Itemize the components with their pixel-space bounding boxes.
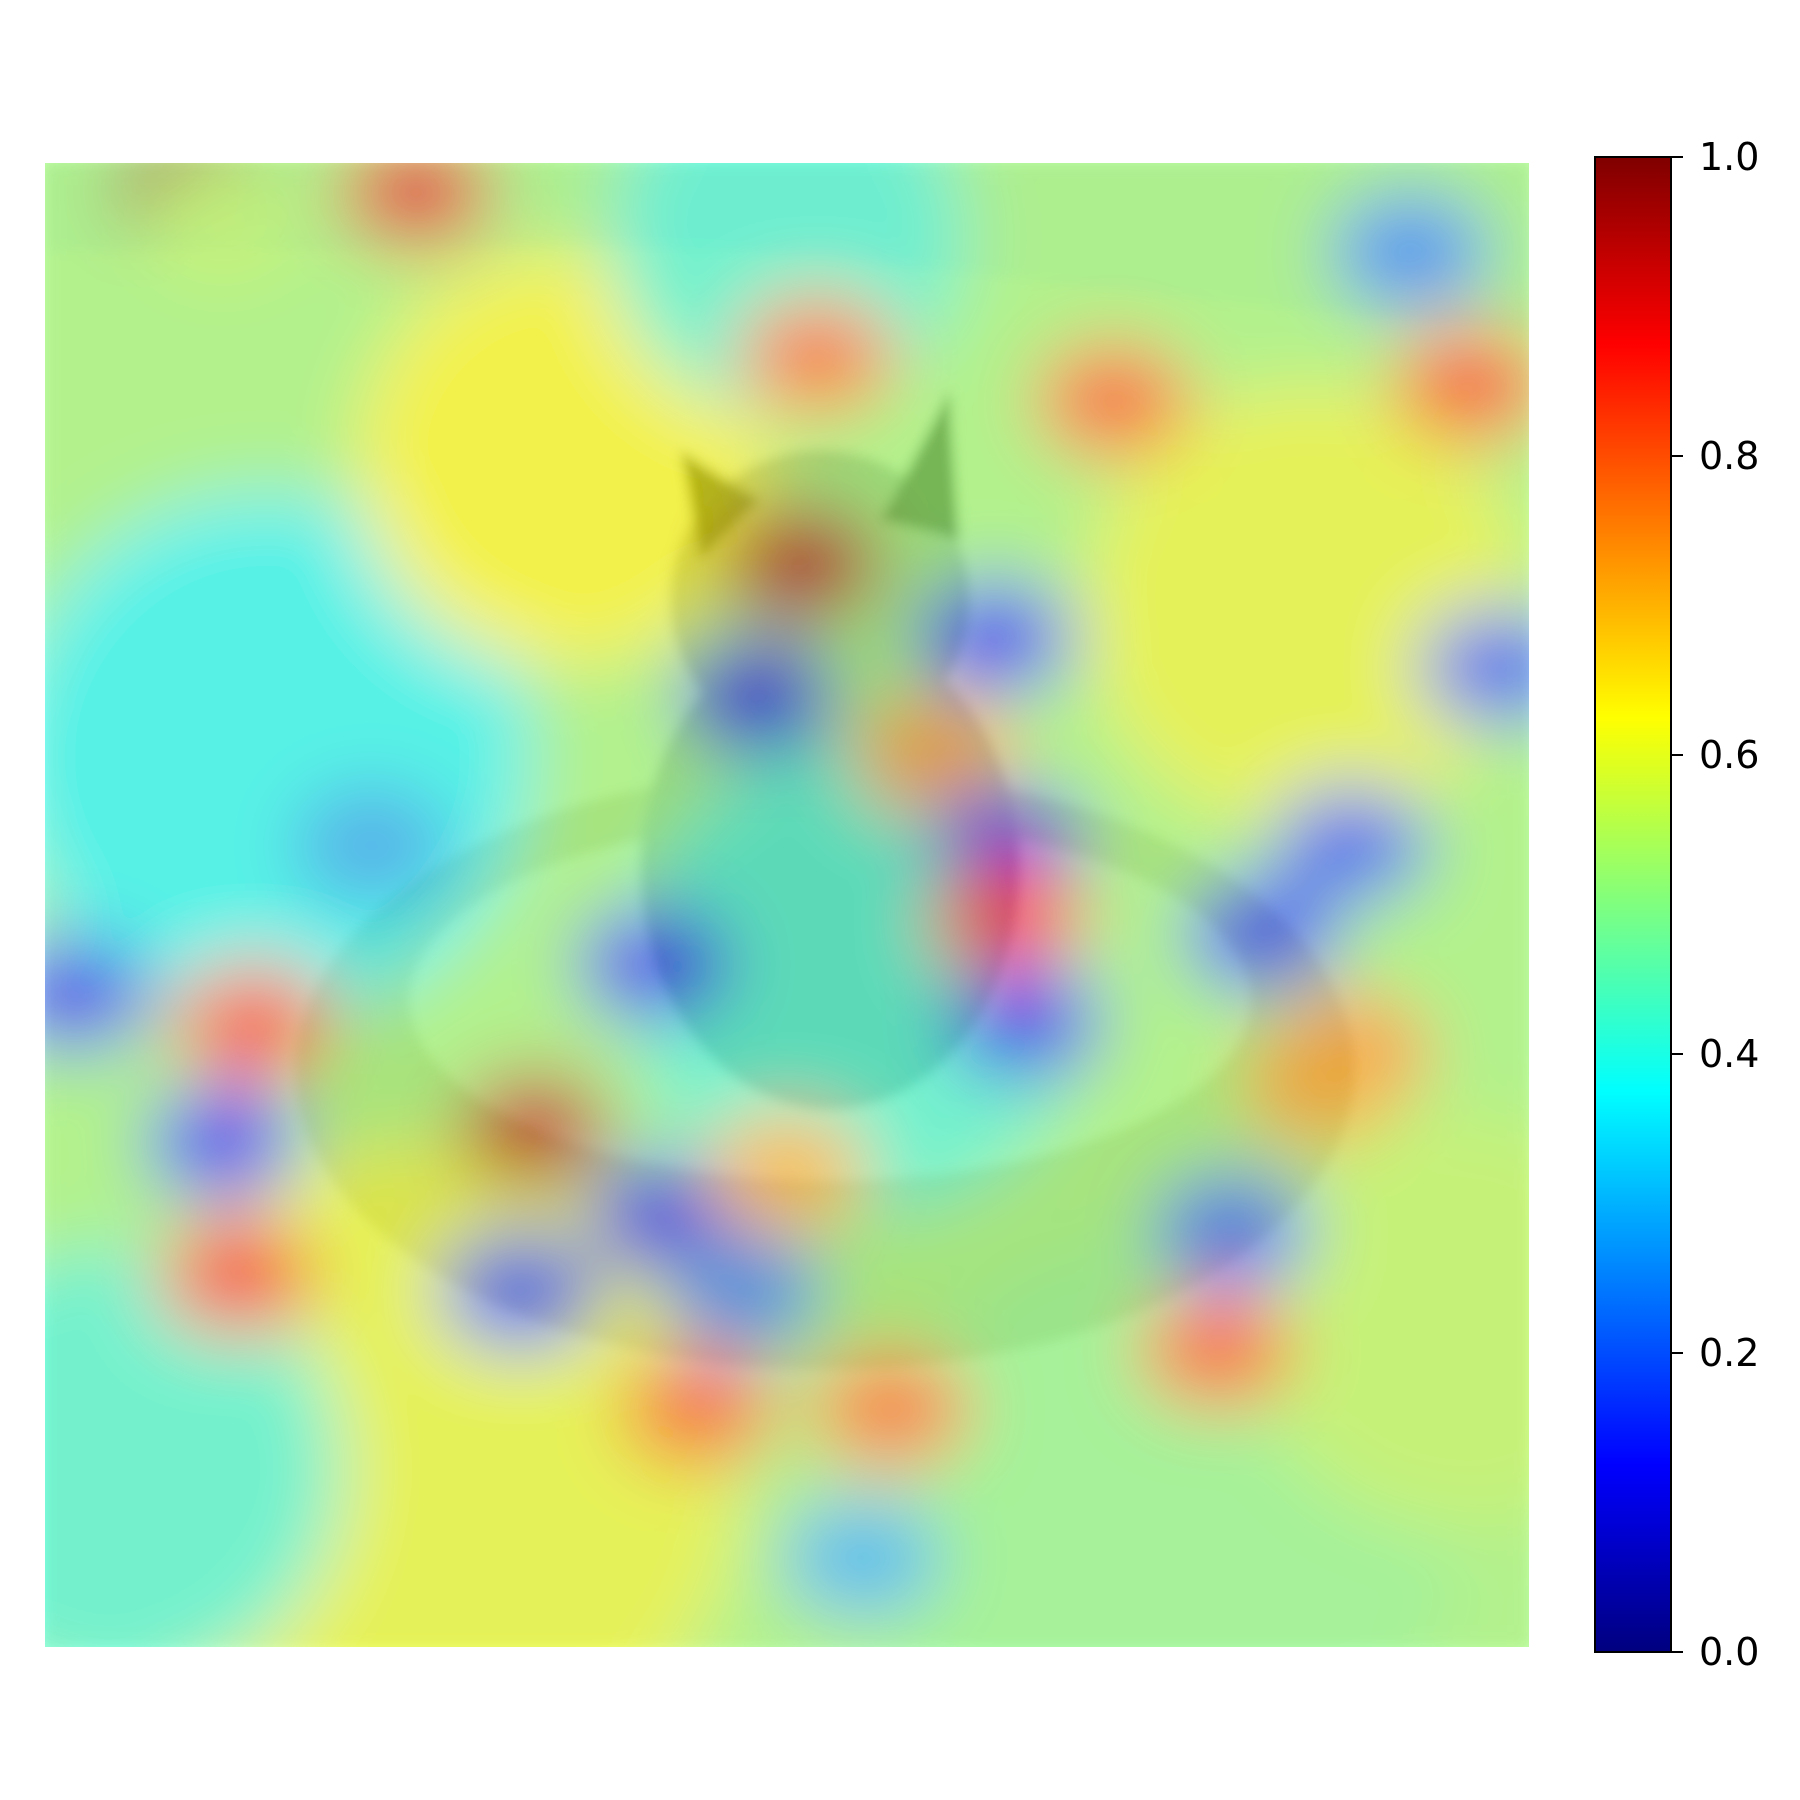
colorbar-tick-label: 0.2 bbox=[1699, 1331, 1759, 1375]
heatmap-spot bbox=[172, 961, 333, 1086]
heatmap-spot bbox=[914, 575, 1075, 700]
heatmap-spot bbox=[944, 961, 1105, 1086]
heatmap-spot bbox=[1181, 872, 1342, 997]
heatmap-spot bbox=[662, 1228, 823, 1353]
heatmap-spot bbox=[721, 501, 882, 626]
colorbar-gradient bbox=[1594, 156, 1672, 1653]
heatmap-spot bbox=[617, 1347, 778, 1472]
heatmap-spot bbox=[1419, 605, 1529, 730]
heatmap-spot bbox=[810, 1347, 971, 1472]
heatmap-band bbox=[45, 1246, 342, 1647]
colorbar: 0.0 0.2 0.4 0.6 0.8 1.0 bbox=[1594, 135, 1759, 1674]
colorbar-ticks: 0.0 0.2 0.4 0.6 0.8 1.0 bbox=[1671, 135, 1759, 1674]
heatmap-spot bbox=[929, 857, 1090, 982]
heatmap-spot bbox=[1152, 1169, 1313, 1294]
heatmap-spot bbox=[157, 1214, 318, 1338]
heatmap-spot bbox=[454, 1065, 615, 1190]
colorbar-tick-label: 0.4 bbox=[1699, 1032, 1759, 1076]
colorbar-tick-label: 0.6 bbox=[1699, 733, 1759, 777]
heatmap-spot bbox=[1137, 1288, 1298, 1413]
colorbar-tick-label: 1.0 bbox=[1699, 135, 1759, 179]
heatmap-spot bbox=[781, 1495, 942, 1620]
heatmap-spot bbox=[143, 163, 304, 285]
heatmap-spot bbox=[1241, 1021, 1402, 1146]
heatmap-spot bbox=[736, 293, 897, 418]
heatmap-spot bbox=[855, 694, 1016, 819]
heatmap-spot bbox=[707, 1110, 867, 1235]
heatmap-spot bbox=[677, 635, 838, 760]
heatmap-spot bbox=[143, 1080, 304, 1205]
heatmap-layer bbox=[45, 163, 1529, 1647]
heatmap-spot bbox=[1033, 338, 1194, 463]
heatmap-spot bbox=[291, 783, 452, 908]
heatmap-spot bbox=[45, 932, 155, 1057]
colorbar-tick-label: 0.8 bbox=[1699, 434, 1759, 478]
heatmap-spot bbox=[336, 163, 496, 255]
heatmap-band bbox=[1083, 385, 1529, 831]
heatmap-spot bbox=[1330, 190, 1491, 315]
image-panel bbox=[45, 163, 1529, 1647]
heatmap-spot bbox=[573, 902, 734, 1027]
heatmap-spot bbox=[1270, 783, 1431, 908]
heatmap-band bbox=[1247, 1112, 1529, 1529]
heatmap-spot bbox=[1389, 323, 1529, 448]
colorbar-tick-label: 0.0 bbox=[1699, 1630, 1759, 1674]
heatmap-spot bbox=[439, 1228, 600, 1353]
